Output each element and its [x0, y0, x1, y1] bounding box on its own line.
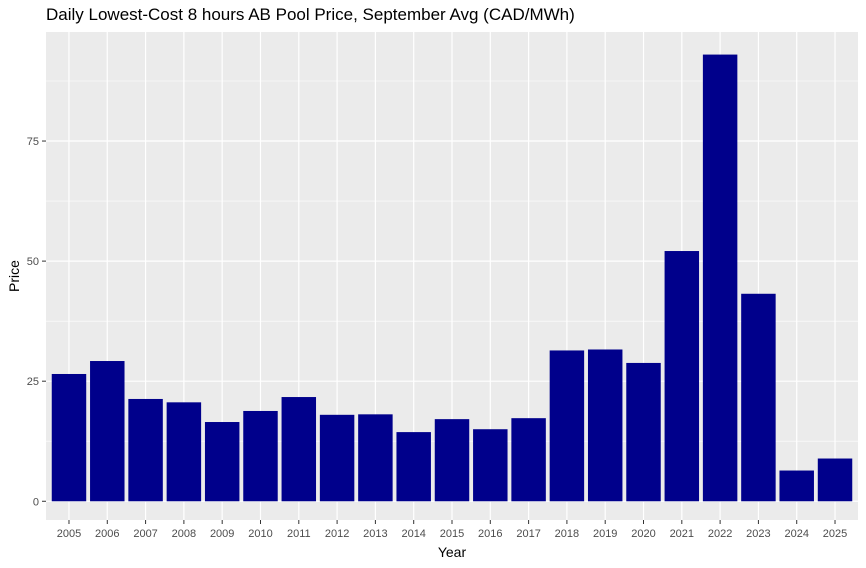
bar-2020 — [626, 362, 661, 502]
x-tick-label: 2024 — [784, 528, 808, 540]
x-tick-label: 2006 — [95, 528, 119, 540]
x-tick-label: 2022 — [708, 528, 732, 540]
x-tick-label: 2010 — [248, 528, 272, 540]
x-tick-label: 2013 — [363, 528, 387, 540]
x-tick-label: 2023 — [746, 528, 770, 540]
bar-2018 — [549, 350, 585, 502]
bar-2016 — [473, 429, 508, 502]
bar-2014 — [396, 432, 431, 502]
x-tick-label: 2014 — [401, 528, 425, 540]
bar-2012 — [319, 414, 355, 502]
x-tick-label: 2009 — [210, 528, 234, 540]
x-tick-label: 2005 — [57, 528, 81, 540]
x-tick-label: 2008 — [172, 528, 196, 540]
x-axis-label: Year — [438, 544, 467, 560]
x-tick-label: 2017 — [516, 528, 540, 540]
x-tick-label: 2007 — [133, 528, 157, 540]
y-axis-label: Price — [6, 260, 22, 292]
x-tick-label: 2019 — [593, 528, 617, 540]
bar-2021 — [664, 251, 700, 502]
bar-2022 — [702, 54, 738, 502]
bar-layer — [51, 54, 853, 502]
bar-2019 — [587, 349, 623, 502]
bar-2023 — [741, 293, 776, 502]
bar-2005 — [51, 373, 87, 502]
x-tick-label: 2015 — [440, 528, 464, 540]
x-tick-label: 2011 — [287, 528, 311, 540]
bar-2017 — [511, 418, 546, 502]
x-tick-label: 2016 — [478, 528, 502, 540]
chart-title: Daily Lowest-Cost 8 hours AB Pool Price,… — [46, 5, 575, 24]
bar-2015 — [434, 419, 470, 502]
axis-layer: 0 25 50 75 2005 2006 2007 2008 2009 2010 2011 2012 2… — [27, 136, 848, 540]
bar-2007 — [128, 398, 163, 502]
x-tick-label: 2025 — [823, 528, 847, 540]
bar-2024 — [779, 470, 814, 502]
y-tick-label: 50 — [27, 256, 39, 268]
x-tick-label: 2020 — [631, 528, 655, 540]
bar-2006 — [90, 361, 125, 502]
bar-2009 — [204, 422, 240, 502]
y-tick-label: 0 — [33, 496, 39, 508]
x-tick-label: 2021 — [670, 528, 694, 540]
bar-2011 — [281, 397, 317, 502]
y-tick-label: 25 — [27, 376, 39, 388]
bar-2010 — [243, 410, 278, 502]
bar-2025 — [817, 458, 853, 502]
x-tick-label: 2012 — [325, 528, 349, 540]
bar-2013 — [358, 414, 393, 502]
bar-2008 — [166, 402, 202, 502]
x-tick-label: 2018 — [555, 528, 579, 540]
y-tick-label: 75 — [27, 136, 39, 148]
